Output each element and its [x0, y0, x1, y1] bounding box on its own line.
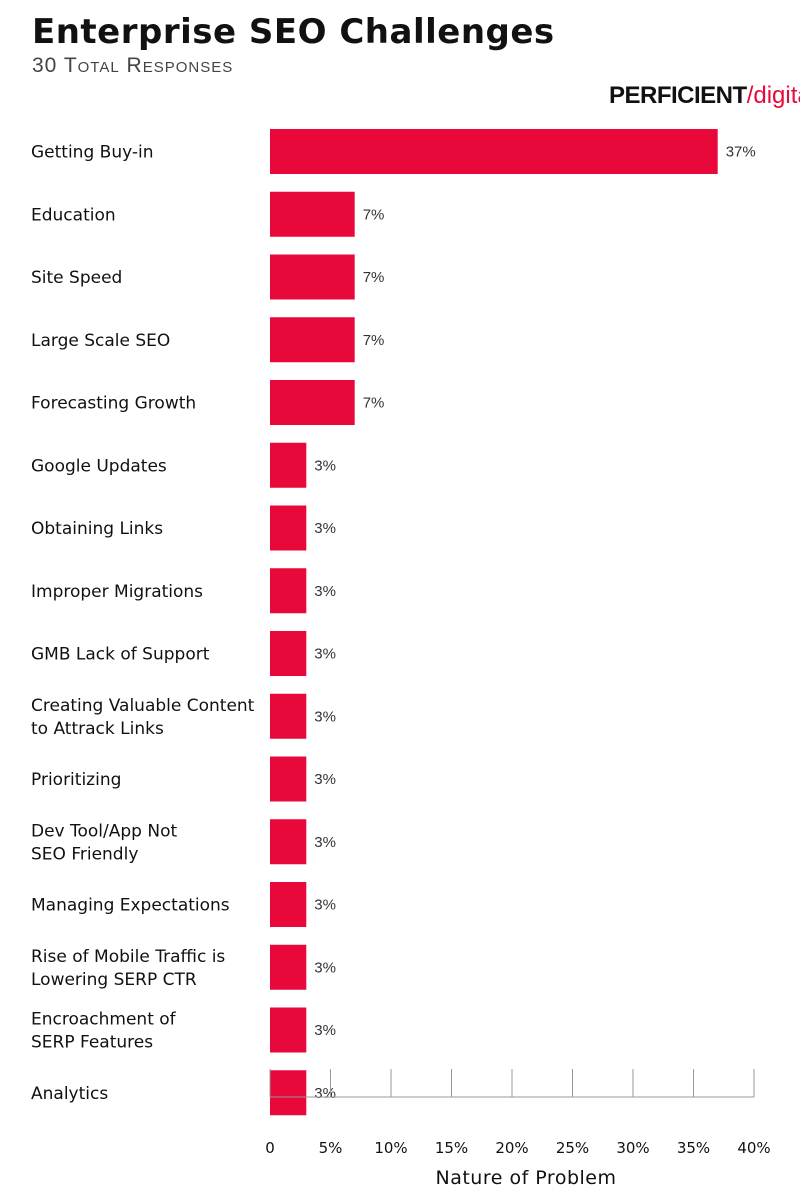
bar	[270, 568, 307, 614]
data-label: 3%	[314, 520, 336, 537]
data-label: 3%	[314, 1085, 336, 1102]
category-label: SERP Features	[31, 1033, 153, 1053]
data-label: 7%	[363, 332, 385, 349]
bar	[270, 505, 307, 551]
category-label: Managing Expectations	[31, 896, 230, 916]
category-label: Education	[31, 205, 116, 225]
category-label: Site Speed	[31, 268, 122, 288]
category-label: Creating Valuable Content	[31, 696, 255, 716]
data-label: 3%	[314, 834, 336, 851]
data-label: 3%	[314, 1022, 336, 1039]
data-label: 7%	[363, 206, 385, 223]
bar	[270, 882, 307, 927]
category-label: Getting Buy-in	[31, 143, 154, 163]
x-tick-label: 40%	[737, 1139, 770, 1157]
bar	[270, 254, 355, 300]
category-label: Google Updates	[31, 456, 167, 476]
chart-subtitle: 30 Total Responses	[32, 54, 234, 77]
data-label: 37%	[726, 144, 756, 161]
x-tick-label: 20%	[495, 1139, 528, 1157]
bar	[270, 317, 355, 363]
category-label: Prioritizing	[31, 770, 121, 790]
x-tick-label: 25%	[556, 1139, 589, 1157]
data-label: 7%	[363, 269, 385, 286]
x-axis-title: Nature of Problem	[435, 1167, 616, 1189]
data-label: 3%	[314, 646, 336, 663]
category-label: GMB Lack of Support	[31, 645, 210, 665]
bar	[270, 1007, 307, 1053]
data-label: 3%	[314, 457, 336, 474]
bar	[270, 631, 307, 676]
data-label: 7%	[363, 395, 385, 412]
category-label: Improper Migrations	[31, 582, 203, 602]
bar	[270, 129, 718, 174]
bar	[270, 944, 307, 990]
x-tick-label: 30%	[616, 1139, 649, 1157]
x-tick-label: 0	[265, 1139, 275, 1157]
chart-title: Enterprise SEO Challenges	[32, 12, 555, 52]
bar	[270, 191, 355, 237]
bar	[270, 819, 307, 865]
category-label: Encroachment of	[31, 1010, 177, 1030]
x-tick-label: 35%	[677, 1139, 710, 1157]
data-label: 3%	[314, 959, 336, 976]
data-label: 3%	[314, 583, 336, 600]
brand-logo: PERFICIENT/digital	[609, 80, 800, 111]
logo-main-text: PERFICIENT	[609, 82, 747, 109]
category-label: to Attrack Links	[31, 719, 164, 739]
logo-sub-text: digital	[753, 82, 800, 109]
data-label: 3%	[314, 771, 336, 788]
x-tick-label: 5%	[319, 1139, 343, 1157]
logo-slash-icon: /	[746, 82, 754, 109]
bar	[270, 442, 307, 488]
category-label: Analytics	[31, 1084, 108, 1104]
x-tick-label: 10%	[374, 1139, 407, 1157]
bar	[270, 693, 307, 739]
bar	[270, 756, 307, 802]
bar	[270, 1070, 307, 1116]
category-label: Lowering SERP CTR	[31, 970, 197, 990]
bar	[270, 380, 355, 425]
x-tick-label: 15%	[435, 1139, 468, 1157]
category-label: Large Scale SEO	[31, 331, 170, 351]
category-label: SEO Friendly	[31, 844, 138, 864]
category-label: Forecasting Growth	[31, 394, 196, 414]
category-label: Rise of Mobile Traffic is	[31, 947, 225, 967]
category-label: Dev Tool/App Not	[31, 821, 177, 841]
category-label: Obtaining Links	[31, 519, 163, 539]
data-label: 3%	[314, 708, 336, 725]
data-label: 3%	[314, 897, 336, 914]
